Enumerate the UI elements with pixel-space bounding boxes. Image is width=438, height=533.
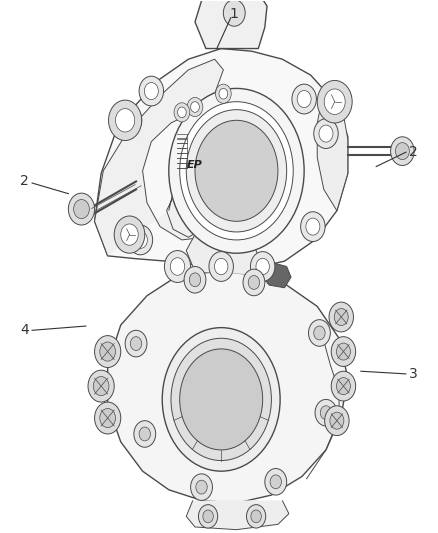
Circle shape [180, 102, 293, 240]
Circle shape [128, 225, 152, 255]
Circle shape [189, 273, 201, 287]
Circle shape [131, 337, 142, 351]
Circle shape [95, 336, 121, 368]
Circle shape [186, 110, 287, 232]
Polygon shape [95, 49, 348, 269]
Circle shape [95, 402, 121, 434]
Circle shape [162, 328, 280, 471]
Circle shape [145, 83, 158, 100]
Circle shape [191, 474, 212, 500]
Circle shape [334, 309, 348, 326]
Circle shape [100, 408, 116, 427]
Polygon shape [186, 235, 261, 274]
Circle shape [320, 406, 332, 419]
Circle shape [251, 510, 261, 523]
Circle shape [336, 343, 350, 360]
Circle shape [74, 199, 89, 219]
Circle shape [330, 412, 344, 429]
Circle shape [243, 269, 265, 296]
Text: 2: 2 [409, 145, 418, 159]
Circle shape [331, 371, 356, 401]
Circle shape [329, 302, 353, 332]
Circle shape [109, 100, 142, 141]
Circle shape [324, 89, 345, 115]
Polygon shape [195, 0, 267, 49]
Circle shape [114, 216, 145, 253]
Polygon shape [108, 272, 348, 503]
Circle shape [251, 252, 275, 281]
Circle shape [88, 370, 114, 402]
Circle shape [317, 80, 352, 123]
Circle shape [116, 109, 135, 132]
Circle shape [100, 342, 116, 361]
Circle shape [215, 84, 231, 103]
Circle shape [139, 427, 150, 441]
Circle shape [134, 231, 148, 248]
Circle shape [123, 112, 137, 129]
Circle shape [306, 218, 320, 235]
Text: 2: 2 [20, 174, 29, 189]
Circle shape [209, 252, 233, 281]
Circle shape [219, 88, 228, 99]
Circle shape [134, 421, 155, 447]
Circle shape [191, 102, 199, 112]
Text: 1: 1 [230, 7, 239, 21]
Circle shape [215, 259, 228, 274]
Polygon shape [95, 59, 223, 256]
Circle shape [184, 266, 206, 293]
Circle shape [300, 212, 325, 241]
Text: EP: EP [187, 160, 203, 171]
Circle shape [171, 338, 272, 461]
Text: 4: 4 [20, 324, 29, 337]
Polygon shape [186, 500, 289, 530]
Circle shape [180, 349, 263, 450]
Circle shape [117, 106, 142, 135]
Circle shape [196, 480, 207, 494]
Polygon shape [261, 261, 291, 288]
Circle shape [68, 193, 95, 225]
Circle shape [297, 91, 311, 108]
Circle shape [308, 320, 330, 346]
Circle shape [187, 98, 203, 117]
Circle shape [331, 337, 356, 367]
Circle shape [396, 143, 410, 160]
Circle shape [170, 258, 185, 275]
Circle shape [93, 376, 109, 395]
Circle shape [314, 326, 325, 340]
Circle shape [195, 120, 278, 221]
Circle shape [198, 505, 218, 528]
Circle shape [174, 103, 190, 122]
Polygon shape [317, 102, 348, 211]
Circle shape [265, 469, 287, 495]
Circle shape [164, 251, 191, 282]
Circle shape [169, 88, 304, 253]
Circle shape [177, 107, 186, 118]
Circle shape [391, 137, 414, 165]
Circle shape [247, 505, 266, 528]
Circle shape [125, 330, 147, 357]
Circle shape [223, 0, 245, 26]
Circle shape [248, 276, 260, 289]
Circle shape [315, 399, 337, 426]
Circle shape [270, 475, 282, 489]
Circle shape [325, 406, 349, 435]
Circle shape [121, 224, 138, 245]
Text: 3: 3 [409, 367, 418, 381]
Circle shape [292, 84, 316, 114]
Circle shape [256, 259, 269, 274]
Circle shape [319, 125, 333, 142]
Circle shape [336, 377, 350, 394]
Circle shape [314, 119, 338, 149]
Circle shape [139, 76, 163, 106]
Circle shape [203, 510, 213, 523]
